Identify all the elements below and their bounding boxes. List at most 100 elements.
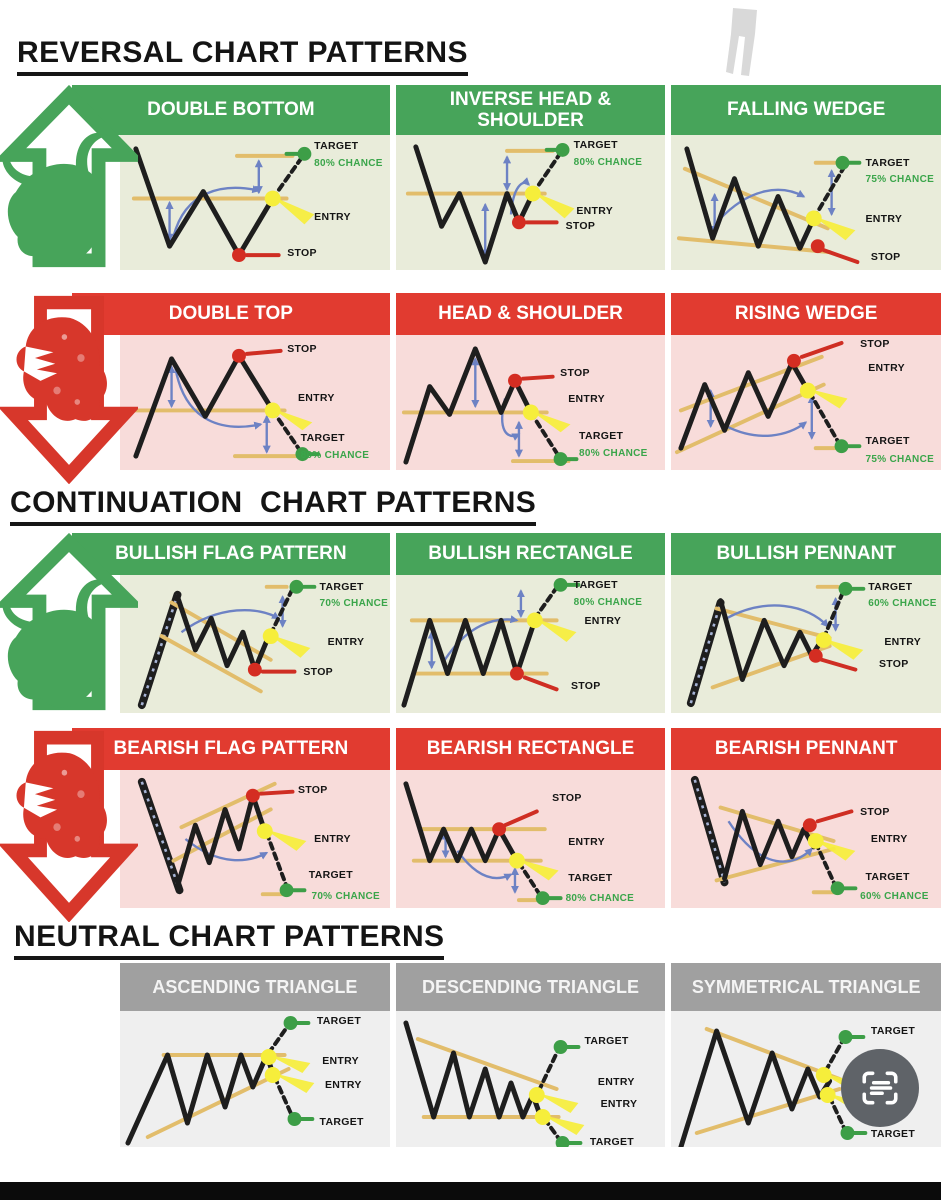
double-top-drawing xyxy=(129,348,321,462)
pattern-card-ascending-triangle: ASCENDING TRIANGLE TARGET ENTRY ENTRY TA… xyxy=(120,963,390,1147)
stop-label: STOP xyxy=(565,220,596,233)
entry-label: ENTRY xyxy=(597,1076,635,1089)
chance-label: 80% CHANCE xyxy=(565,892,635,904)
stop-label: STOP xyxy=(297,783,328,796)
reversal-bearish-row: DOUBLE TOP STOP ENTRY TARGET 80% CHANCE xyxy=(0,293,941,485)
card-title: BEARISH PENNANT xyxy=(671,728,941,770)
target-label: TARGET xyxy=(300,432,345,445)
target-label: TARGET xyxy=(314,140,359,153)
chance-label: 70% CHANCE xyxy=(311,891,381,903)
entry-label: ENTRY xyxy=(327,635,365,648)
card-title: DESCENDING TRIANGLE xyxy=(395,963,666,1011)
chance-label: 80% CHANCE xyxy=(579,448,648,460)
bullish-flag-chart: TARGET 70% CHANCE ENTRY STOP xyxy=(120,575,390,713)
stop-label: STOP xyxy=(303,666,333,679)
entry-label: ENTRY xyxy=(576,205,614,218)
card-title: BULLISH PENNANT xyxy=(671,533,941,575)
stop-label: STOP xyxy=(878,657,909,670)
bearish-flag-drawing xyxy=(137,777,307,898)
target-label: TARGET xyxy=(579,429,624,442)
pattern-card-bearish-flag: BEARISH FLAG PATTERN STOP ENTRY TARGET 7… xyxy=(72,728,390,908)
pattern-card-bullish-flag: BULLISH FLAG PATTERN TARGET 70% CHANCE E… xyxy=(72,533,390,713)
pattern-card-bearish-rectangle: BEARISH RECTANGLE STOP ENTRY TARGET xyxy=(395,728,666,908)
stop-label: STOP xyxy=(287,247,317,260)
ascending-triangle-drawing xyxy=(125,1016,315,1146)
falling-wedge-chart: TARGET 75% CHANCE ENTRY STOP xyxy=(671,135,941,270)
target-label: TARGET xyxy=(319,580,364,593)
target-label: TARGET xyxy=(865,434,910,447)
symmetrical-triangle-drawing xyxy=(678,1027,868,1147)
target-label: TARGET xyxy=(573,579,618,592)
scan-text-icon xyxy=(862,1071,898,1105)
stop-label: STOP xyxy=(552,792,582,805)
inverse-head-shoulder-chart: TARGET 80% CHANCE ENTRY STOP xyxy=(395,135,666,270)
pattern-card-inverse-head-shoulder: INVERSE HEAD & SHOULDER TARGET 80% CHANC… xyxy=(395,85,666,270)
bearish-flag-chart: STOP ENTRY TARGET 70% CHANCE xyxy=(120,770,390,908)
pattern-card-falling-wedge: FALLING WEDGE TARGET 75% CHANCE ENTRY xyxy=(671,85,941,270)
card-title: BULLISH RECTANGLE xyxy=(395,533,666,575)
pattern-card-head-shoulder: HEAD & SHOULDER STOP ENTRY TARGET 80% CH… xyxy=(395,293,666,470)
target-label: TARGET xyxy=(573,139,618,152)
stop-label: STOP xyxy=(560,367,590,380)
target-label: TARGET xyxy=(584,1035,629,1048)
card-title: ASCENDING TRIANGLE xyxy=(120,963,390,1011)
reversal-bullish-row: DOUBLE BOTTOM TARGET 80% CHANCE ENTRY ST… xyxy=(0,84,941,270)
pattern-card-double-bottom: DOUBLE BOTTOM TARGET 80% CHANCE ENTRY ST… xyxy=(72,85,390,270)
pattern-card-bullish-rectangle: BULLISH RECTANGLE TARGET 80% CHANCE ENTR… xyxy=(395,533,666,713)
pattern-card-double-top: DOUBLE TOP STOP ENTRY TARGET 80% CHANCE xyxy=(72,293,390,470)
head-shoulder-drawing xyxy=(401,346,579,467)
target-label: TARGET xyxy=(568,872,613,885)
bullish-flag-drawing xyxy=(137,579,317,710)
entry-label: ENTRY xyxy=(297,391,335,404)
double-bottom-chart: TARGET 80% CHANCE ENTRY STOP xyxy=(120,135,390,270)
chance-label: 80% CHANCE xyxy=(573,597,643,609)
card-title: BULLISH FLAG PATTERN xyxy=(72,533,390,575)
target-label: TARGET xyxy=(589,1136,635,1149)
bullish-pennant-drawing xyxy=(687,581,866,708)
continuation-bearish-row: BEARISH FLAG PATTERN STOP ENTRY TARGET 7… xyxy=(0,728,941,923)
descending-triangle-chart: TARGET ENTRY ENTRY TARGET xyxy=(395,1011,666,1149)
pattern-card-rising-wedge: RISING WEDGE STOP ENTRY TARGET 75 xyxy=(671,293,941,470)
card-title: HEAD & SHOULDER xyxy=(395,293,666,335)
continuation-bullish-row: BULLISH FLAG PATTERN TARGET 70% CHANCE E… xyxy=(0,532,941,713)
entry-label: ENTRY xyxy=(600,1098,638,1111)
target-label: TARGET xyxy=(865,870,910,883)
entry-label: ENTRY xyxy=(870,833,908,846)
stop-label: STOP xyxy=(860,337,890,350)
double-bottom-drawing xyxy=(131,146,315,263)
bearish-rectangle-chart: STOP ENTRY TARGET 80% CHANCE xyxy=(395,770,666,908)
target-label: TARGET xyxy=(316,1015,362,1028)
text-scan-button[interactable] xyxy=(841,1049,919,1127)
entry-label: ENTRY xyxy=(584,615,622,628)
bearish-pennant-chart: STOP ENTRY TARGET 60% CHANCE xyxy=(671,770,941,908)
stop-label: STOP xyxy=(860,805,890,818)
target-label: TARGET xyxy=(868,580,913,593)
chance-label: 70% CHANCE xyxy=(319,598,389,610)
chance-label: 80% CHANCE xyxy=(573,156,643,168)
chance-label: 75% CHANCE xyxy=(865,174,935,186)
card-title: SYMMETRICAL TRIANGLE xyxy=(671,963,941,1011)
card-title: DOUBLE BOTTOM xyxy=(72,85,390,135)
target-label: TARGET xyxy=(319,1115,364,1128)
head-shoulder-chart: STOP ENTRY TARGET 80% CHANCE xyxy=(395,335,666,470)
pattern-card-bullish-pennant: BULLISH PENNANT TARGET 60% CHANCE ENTRY xyxy=(671,533,941,713)
target-label: TARGET xyxy=(308,869,353,882)
chance-label: 60% CHANCE xyxy=(868,598,937,610)
entry-label: ENTRY xyxy=(314,210,351,223)
entry-label: ENTRY xyxy=(868,362,905,374)
inverse-head-shoulder-drawing xyxy=(405,142,575,265)
stop-label: STOP xyxy=(287,343,317,356)
chance-label: 80% CHANCE xyxy=(314,157,383,169)
chance-label: 75% CHANCE xyxy=(865,453,935,465)
card-title: DOUBLE TOP xyxy=(72,293,390,335)
rising-wedge-chart: STOP ENTRY TARGET 75% CHANCE xyxy=(671,335,941,470)
entry-label: ENTRY xyxy=(568,393,605,406)
section-title-neutral: NEUTRAL CHART PATTERNS xyxy=(14,920,445,960)
card-title: INVERSE HEAD & SHOULDER xyxy=(395,85,666,135)
entry-label: ENTRY xyxy=(884,635,922,648)
rising-wedge-drawing xyxy=(675,340,862,455)
target-label: TARGET xyxy=(865,156,910,169)
entry-label: ENTRY xyxy=(314,833,351,846)
chance-label: 60% CHANCE xyxy=(860,891,929,903)
